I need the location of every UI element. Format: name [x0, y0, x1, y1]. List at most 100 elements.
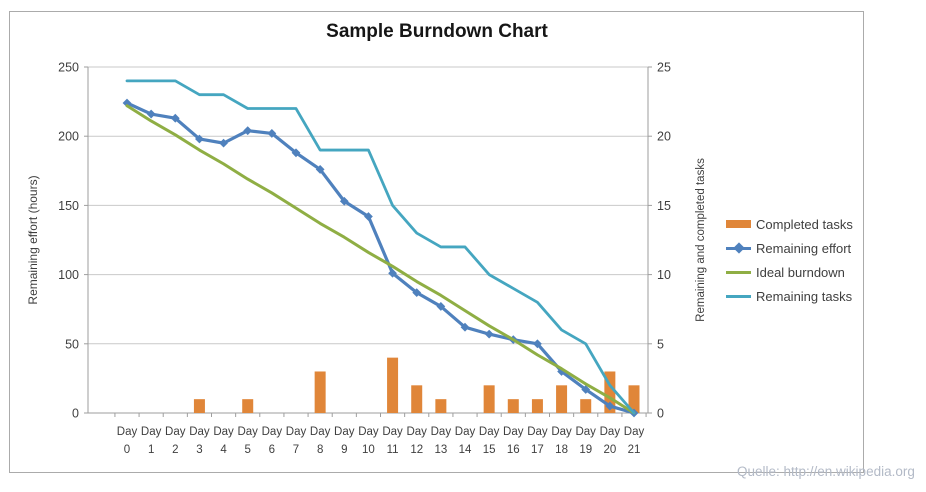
svg-text:200: 200 — [58, 130, 79, 144]
remaining-effort-marker-diamond — [243, 126, 253, 136]
remaining-effort-marker-diamond — [388, 268, 397, 278]
completed-tasks-bar — [507, 399, 519, 413]
remaining-effort-marker-diamond — [484, 329, 494, 339]
completed-tasks-bar — [628, 385, 640, 413]
svg-text:Day: Day — [431, 426, 452, 438]
remaining-effort-marker-diamond — [315, 165, 325, 174]
remaining-effort-marker-diamond — [412, 288, 422, 297]
ideal-burndown-line — [125, 104, 636, 415]
remaining-effort-marker-diamond — [339, 196, 349, 206]
svg-text:Day: Day — [262, 426, 283, 438]
svg-text:Day: Day — [213, 426, 234, 438]
svg-text:8: 8 — [317, 444, 323, 456]
svg-text:Day: Day — [286, 426, 307, 438]
completed-tasks-bar — [531, 399, 543, 413]
remaining-effort-marker-diamond — [533, 339, 542, 349]
legend-item: Remaining effort — [726, 240, 853, 256]
svg-text:19: 19 — [579, 444, 592, 456]
svg-text:0: 0 — [72, 407, 79, 421]
remaining-effort-marker-diamond — [364, 212, 373, 221]
chart-title: Sample Burndown Chart — [326, 21, 548, 42]
completed-tasks-bar — [556, 385, 568, 413]
svg-text:2: 2 — [172, 444, 178, 456]
remaining-tasks-line — [125, 79, 636, 415]
svg-text:Day: Day — [382, 426, 403, 438]
svg-text:Day: Day — [334, 426, 355, 438]
remaining-effort-marker-diamond — [146, 109, 156, 119]
gridlines-group — [88, 66, 648, 345]
svg-text:4: 4 — [220, 444, 227, 456]
svg-text:7: 7 — [293, 444, 299, 456]
legend: Completed tasks Remaining effort Ideal bur… — [726, 216, 853, 312]
legend-swatch-effort-icon — [726, 241, 751, 254]
svg-text:Day: Day — [479, 426, 500, 438]
svg-text:9: 9 — [341, 444, 347, 456]
svg-text:Day: Day — [310, 426, 331, 438]
completed-tasks-bar — [435, 399, 447, 413]
svg-text:0: 0 — [657, 407, 664, 421]
svg-text:21: 21 — [628, 444, 641, 456]
legend-label: Ideal burndown — [756, 264, 845, 280]
x-axis-labels: Day 0 Day 1 Day 2 Day 3 Day 4 Day 5 Day 6 Day 7 Day 8 Day 9… — [117, 426, 645, 456]
legend-swatch-tasks-icon — [726, 294, 751, 298]
svg-text:150: 150 — [58, 199, 79, 213]
legend-label: Completed tasks — [756, 216, 853, 232]
remaining-effort-marker-diamond — [170, 113, 180, 123]
left-axis-tick-labels: 0 50 100 150 200 250 — [58, 61, 79, 421]
svg-text:17: 17 — [531, 444, 544, 456]
axes-group — [84, 66, 652, 417]
svg-text:15: 15 — [657, 199, 671, 213]
completed-tasks-bars — [193, 357, 640, 413]
svg-text:16: 16 — [507, 444, 520, 456]
remaining-effort-marker-diamond — [436, 302, 446, 311]
completed-tasks-bar — [387, 357, 399, 413]
svg-text:Day: Day — [455, 426, 476, 438]
svg-text:11: 11 — [387, 444, 399, 456]
legend-label: Remaining effort — [756, 240, 852, 256]
svg-text:6: 6 — [269, 444, 275, 456]
legend-label: Remaining tasks — [756, 288, 853, 304]
remaining-effort-marker-diamond — [219, 138, 228, 148]
svg-text:Day: Day — [503, 426, 524, 438]
diamond-marker-icon — [733, 241, 745, 254]
svg-text:Day: Day — [165, 426, 186, 438]
svg-text:Day: Day — [551, 426, 572, 438]
svg-text:Day: Day — [527, 426, 548, 438]
completed-tasks-bar — [242, 399, 254, 413]
svg-text:Day: Day — [237, 426, 258, 438]
svg-text:Day: Day — [117, 426, 138, 438]
chart-border-box — [9, 11, 864, 473]
completed-tasks-bar — [314, 371, 326, 413]
svg-text:100: 100 — [58, 268, 79, 282]
svg-text:10: 10 — [362, 444, 375, 456]
legend-item: Completed tasks — [726, 216, 853, 232]
remaining-effort-marker-diamond — [122, 98, 132, 108]
svg-text:250: 250 — [58, 61, 79, 75]
completed-tasks-bar — [483, 385, 495, 413]
completed-tasks-bar — [604, 371, 616, 413]
remaining-effort-marker-diamond — [291, 148, 301, 158]
completed-tasks-bar — [580, 399, 592, 413]
svg-text:10: 10 — [657, 268, 671, 282]
svg-text:5: 5 — [245, 444, 251, 456]
completed-tasks-bar — [411, 385, 423, 413]
legend-item: Ideal burndown — [726, 264, 853, 280]
remaining-effort-line — [122, 98, 639, 418]
legend-swatch-completed-icon — [726, 220, 751, 228]
svg-text:Day: Day — [600, 426, 621, 438]
svg-text:18: 18 — [555, 444, 568, 456]
legend-swatch-ideal-icon — [726, 270, 751, 274]
remaining-effort-marker-diamond — [581, 385, 591, 394]
svg-text:Day: Day — [624, 426, 645, 438]
svg-text:20: 20 — [657, 130, 671, 144]
remaining-effort-marker-diamond — [605, 401, 615, 411]
svg-text:15: 15 — [483, 444, 496, 456]
completed-tasks-bar — [193, 399, 205, 413]
remaining-effort-marker-diamond — [195, 134, 204, 144]
svg-text:0: 0 — [124, 444, 130, 456]
svg-text:1: 1 — [148, 444, 154, 456]
source-attribution: Quelle: http://en.wikipedia.org — [737, 464, 915, 479]
svg-text:Day: Day — [575, 426, 596, 438]
